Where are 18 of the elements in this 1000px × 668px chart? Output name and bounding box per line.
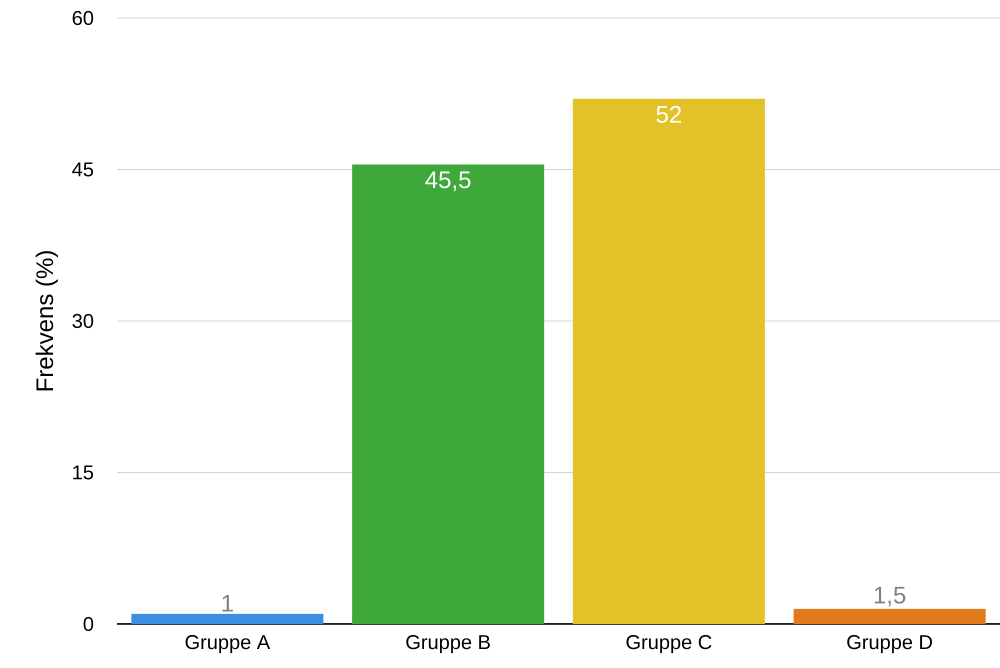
y-tick-label: 15 — [73, 466, 94, 480]
bar — [794, 608, 986, 624]
x-tick-label: Gruppe B — [406, 635, 490, 654]
data-label: 1,5 — [874, 586, 906, 606]
y-tick-label: 30 — [72, 314, 94, 328]
bar — [131, 614, 324, 624]
data-label: 45,5 — [425, 172, 470, 192]
data-label: 52 — [656, 106, 682, 123]
y-tick-label: 60 — [72, 10, 94, 26]
y-tick-label: 0 — [84, 616, 94, 632]
data-label: 1 — [222, 594, 233, 612]
x-tick-label: Gruppe A — [186, 635, 270, 654]
y-axis-title: Frekvens (%) — [36, 251, 58, 390]
bar — [572, 98, 765, 624]
x-tick-label: Gruppe D — [847, 635, 932, 654]
y-tick-label: 45 — [72, 162, 94, 176]
bar — [352, 164, 544, 624]
x-tick-label: Gruppe C — [626, 635, 712, 654]
